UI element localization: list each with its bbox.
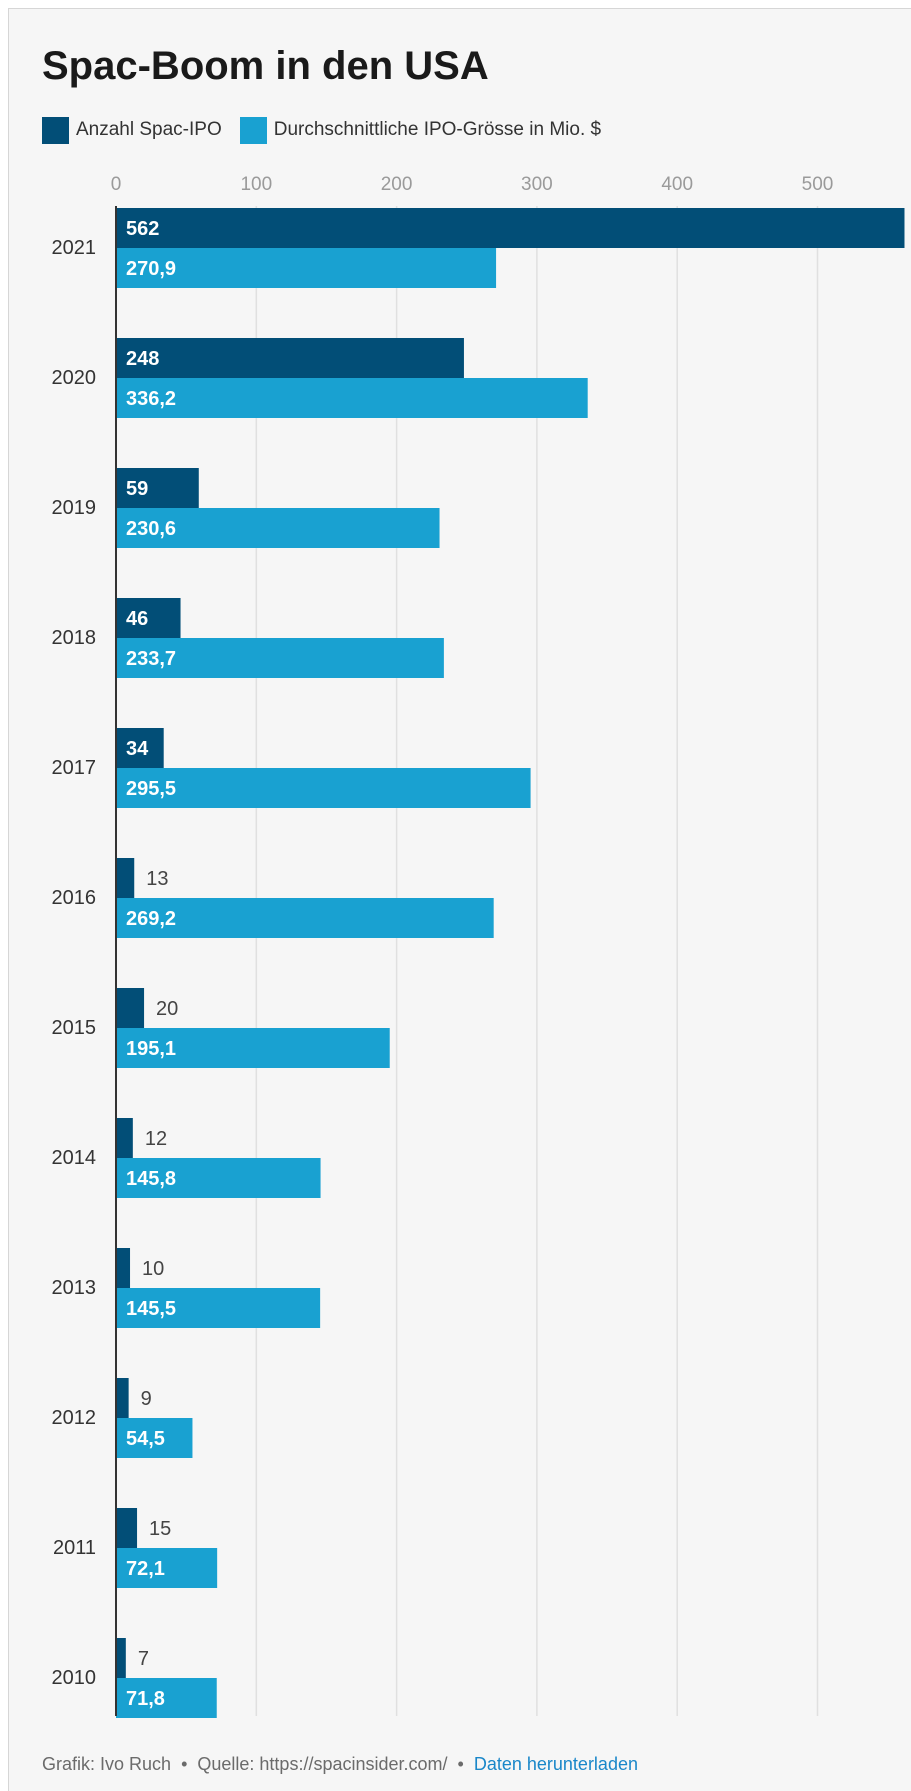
category-label-2015: 2015 — [52, 1017, 97, 1039]
bar-size-2015 — [116, 1028, 390, 1068]
x-tick-label-100: 100 — [240, 174, 272, 195]
bar-count-2019 — [116, 468, 199, 508]
bar-size-2012 — [116, 1418, 193, 1458]
data-label-size-2019: 230,6 — [126, 518, 176, 540]
category-label-2016: 2016 — [52, 887, 97, 909]
data-label-size-2011: 72,1 — [126, 1558, 165, 1580]
bar-count-2017 — [116, 728, 164, 768]
category-label-2021: 2021 — [52, 237, 97, 259]
category-label-2011: 2011 — [53, 1537, 96, 1559]
legend-item-size: Durchschnittliche IPO-Grösse in Mio. $ — [239, 116, 602, 144]
data-label-count-2015: 20 — [156, 998, 178, 1020]
category-label-2020: 2020 — [52, 367, 97, 389]
bar-size-2013 — [116, 1288, 321, 1328]
footer-separator-1: • — [181, 1754, 188, 1774]
data-label-size-2016: 269,2 — [126, 908, 176, 930]
data-label-size-2015: 195,1 — [126, 1038, 176, 1060]
category-label-2010: 2010 — [52, 1667, 97, 1689]
chart-title: Spac-Boom in den USA — [42, 44, 489, 88]
data-label-size-2017: 295,5 — [126, 778, 176, 800]
category-label-2014: 2014 — [52, 1147, 97, 1169]
bar-count-2014 — [116, 1118, 133, 1158]
chart-footer: Grafik: Ivo Ruch • Quelle: https://spaci… — [42, 1754, 638, 1775]
data-label-count-2017: 34 — [126, 738, 149, 760]
bar-count-2012 — [116, 1378, 129, 1418]
data-label-count-2011: 15 — [149, 1518, 171, 1540]
bar-size-2021 — [116, 248, 497, 288]
category-label-2019: 2019 — [52, 497, 97, 519]
bar-size-2019 — [116, 508, 440, 548]
data-label-size-2021: 270,9 — [126, 258, 176, 280]
footer-credit: Grafik: Ivo Ruch — [42, 1754, 172, 1774]
data-label-count-2012: 9 — [141, 1388, 152, 1410]
x-tick-label-200: 200 — [381, 174, 413, 195]
data-label-size-2010: 71,8 — [126, 1688, 165, 1710]
data-label-count-2013: 10 — [142, 1258, 164, 1280]
legend-swatch-size — [239, 116, 267, 144]
chart-legend: Anzahl Spac-IPO Durchschnittliche IPO-Gr… — [42, 116, 619, 144]
download-data-link[interactable]: Daten herunterladen — [473, 1754, 638, 1774]
bar-count-2010 — [116, 1638, 126, 1678]
data-label-count-2014: 12 — [145, 1128, 167, 1150]
category-label-2012: 2012 — [52, 1407, 97, 1429]
data-label-size-2013: 145,5 — [126, 1298, 176, 1320]
x-tick-label-400: 400 — [661, 174, 693, 195]
bar-count-2018 — [116, 598, 181, 638]
data-label-count-2010: 7 — [138, 1648, 149, 1670]
bar-size-2010 — [116, 1678, 217, 1718]
legend-item-count: Anzahl Spac-IPO — [42, 116, 222, 144]
bar-count-2011 — [116, 1508, 138, 1548]
footer-separator-2: • — [457, 1754, 464, 1774]
x-tick-label-500: 500 — [802, 174, 834, 195]
bar-count-2021 — [116, 208, 905, 248]
data-label-count-2018: 46 — [126, 608, 148, 630]
data-label-size-2014: 145,8 — [126, 1168, 176, 1190]
legend-swatch-count — [42, 116, 69, 144]
bar-size-2020 — [116, 378, 588, 418]
bar-count-2015 — [116, 988, 145, 1028]
category-label-2018: 2018 — [52, 627, 97, 649]
legend-label-count: Anzahl Spac-IPO — [76, 119, 222, 140]
data-label-count-2020: 248 — [126, 348, 159, 370]
x-tick-label-300: 300 — [521, 174, 553, 195]
bar-count-2013 — [116, 1248, 131, 1288]
data-label-size-2020: 336,2 — [126, 388, 176, 410]
data-label-size-2018: 233,7 — [126, 648, 176, 670]
bar-size-2018 — [116, 638, 444, 678]
bar-count-2016 — [116, 858, 135, 898]
data-label-count-2021: 562 — [126, 218, 159, 240]
bar-size-2011 — [116, 1548, 218, 1588]
x-tick-label-0: 0 — [111, 174, 122, 195]
bar-size-2016 — [116, 898, 494, 938]
bar-size-2017 — [116, 768, 531, 808]
footer-source: Quelle: https://spacinsider.com/ — [197, 1754, 448, 1774]
bar-count-2020 — [116, 338, 464, 378]
data-label-count-2019: 59 — [126, 478, 148, 500]
data-label-count-2016: 13 — [146, 868, 168, 890]
category-label-2017: 2017 — [52, 757, 97, 779]
category-label-2013: 2013 — [52, 1277, 97, 1299]
bar-size-2014 — [116, 1158, 321, 1198]
legend-label-size: Durchschnittliche IPO-Grösse in Mio. $ — [273, 119, 602, 140]
data-label-size-2012: 54,5 — [126, 1428, 165, 1450]
